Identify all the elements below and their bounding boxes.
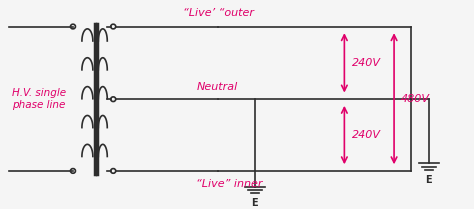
Text: 480V: 480V: [401, 94, 430, 104]
Text: E: E: [426, 175, 432, 185]
Text: 240V: 240V: [352, 58, 381, 68]
Text: 240V: 240V: [352, 130, 381, 140]
Text: H.V. single
phase line: H.V. single phase line: [12, 88, 66, 110]
Text: “Live” inner: “Live” inner: [196, 179, 263, 189]
Text: Neutral: Neutral: [196, 82, 237, 92]
Text: E: E: [252, 198, 258, 208]
Text: “Live’ “outer: “Live’ “outer: [183, 9, 255, 19]
